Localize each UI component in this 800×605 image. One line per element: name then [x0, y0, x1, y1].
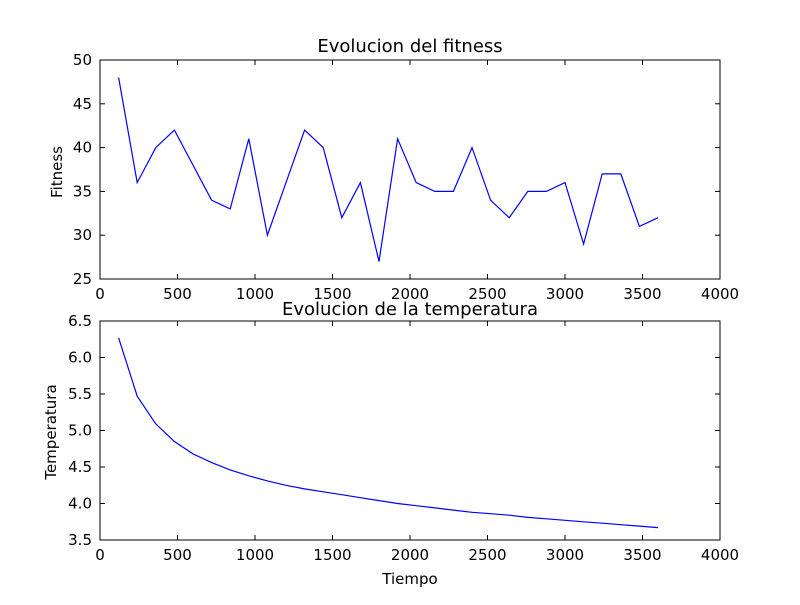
temperature-chart-xlabel: Tiempo: [381, 570, 437, 588]
temperature-y-tick-label: 5.5: [68, 385, 92, 403]
fitness-chart: Evolucion del fitness Fitness 0 500 1000 15…: [48, 36, 739, 303]
temperature-x-tick-label: 2500: [468, 546, 506, 564]
fitness-y-tick-label: 40: [73, 139, 92, 157]
temperature-y-tick-label: 4.5: [68, 458, 92, 476]
temperature-x-tick-label: 500: [163, 546, 192, 564]
temperature-x-tick-label: 3500: [623, 546, 661, 564]
temperature-chart: Evolucion de la temperatura Temperatura …: [42, 299, 739, 588]
temperature-x-tick-label: 0: [95, 546, 105, 564]
temperature-y-tick-label: 3.5: [68, 531, 92, 549]
fitness-y-tick-label: 50: [73, 51, 92, 69]
temperature-y-tick-label: 6.5: [68, 312, 92, 330]
temperature-plot-frame: [99, 320, 721, 541]
fitness-x-tick-label: 1500: [313, 285, 351, 303]
fitness-y-tick-label: 30: [73, 226, 92, 244]
fitness-x-tick-label: 2500: [468, 285, 506, 303]
temperature-y-tick-label: 5.0: [68, 422, 92, 440]
fitness-x-tick-label: 3000: [546, 285, 584, 303]
fitness-series-line: [118, 77, 659, 262]
temperature-x-tick-label: 1000: [236, 546, 274, 564]
temperature-x-tick-label: 3000: [546, 546, 584, 564]
fitness-x-tick-label: 4000: [701, 285, 739, 303]
fitness-x-tick-label: 500: [163, 285, 192, 303]
temperature-chart-ylabel: Temperatura: [42, 384, 60, 480]
fitness-chart-title: Evolucion del fitness: [317, 36, 502, 57]
fitness-y-tick-label: 35: [73, 182, 92, 200]
temperature-series-line: [118, 337, 659, 529]
fitness-x-tick-label: 2000: [391, 285, 429, 303]
temperature-y-tick-label: 6.0: [68, 349, 92, 367]
fitness-y-tick-label: 45: [73, 95, 92, 113]
temperature-y-tick-label: 4.0: [68, 495, 92, 513]
temperature-chart-title: Evolucion de la temperatura: [282, 299, 538, 320]
fitness-y-tick-label: 25: [73, 270, 92, 288]
temperature-x-tick-label: 1500: [313, 546, 351, 564]
temperature-x-tick-label: 2000: [391, 546, 429, 564]
temperature-x-tick-label: 4000: [701, 546, 739, 564]
fitness-x-tick-label: 0: [95, 285, 105, 303]
fitness-x-tick-label: 1000: [236, 285, 274, 303]
fitness-chart-ylabel: Fitness: [48, 146, 66, 198]
fitness-x-tick-label: 3500: [623, 285, 661, 303]
